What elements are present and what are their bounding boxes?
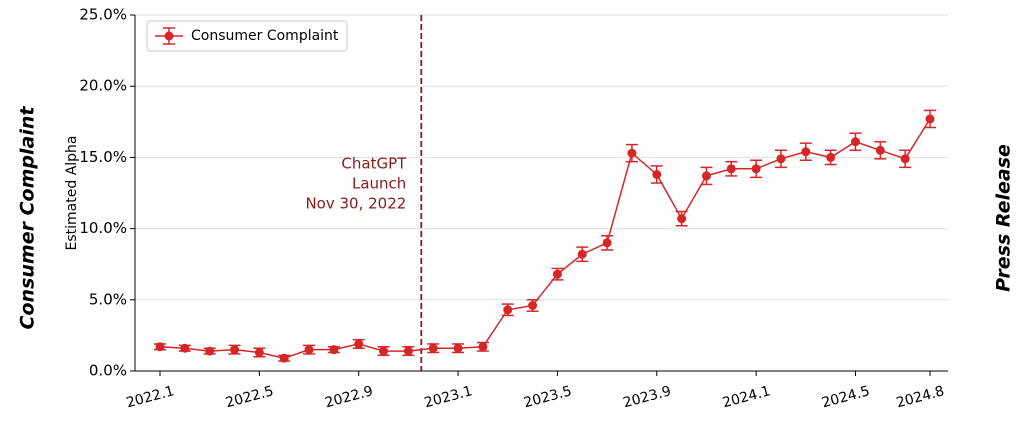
x-tick-label: 2024.1 — [721, 383, 772, 411]
point — [826, 152, 836, 162]
point — [180, 343, 190, 353]
point — [304, 345, 314, 355]
y-axis-label: Estimated Alpha — [64, 136, 80, 251]
point — [801, 147, 811, 157]
point — [329, 345, 339, 355]
point — [478, 342, 488, 352]
point — [528, 300, 538, 310]
point — [379, 346, 389, 356]
point — [155, 342, 165, 352]
point — [205, 346, 215, 356]
x-tick-label: 2022.5 — [224, 383, 275, 411]
x-tick-label: 2024.5 — [820, 383, 871, 411]
x-tick-label: 2023.5 — [522, 383, 573, 411]
point — [354, 339, 364, 349]
point — [925, 114, 935, 124]
point — [428, 343, 438, 353]
point — [602, 238, 612, 248]
point — [751, 164, 761, 174]
y-tick-label: 0.0% — [89, 362, 127, 380]
y-tick-label: 15.0% — [79, 148, 127, 166]
point — [652, 169, 662, 179]
legend-marker — [164, 31, 174, 41]
point — [900, 154, 910, 164]
annotation: Launch — [352, 175, 406, 193]
annotation: Nov 30, 2022 — [305, 195, 406, 213]
x-tick-label: 2023.9 — [621, 383, 672, 411]
point — [279, 353, 289, 363]
point — [776, 154, 786, 164]
point — [850, 137, 860, 147]
point — [230, 345, 240, 355]
legend-box — [146, 20, 348, 52]
x-tick-label: 2024.8 — [895, 383, 946, 411]
point — [677, 214, 687, 224]
point — [254, 347, 264, 357]
legend-label: Consumer Complaint — [191, 28, 339, 44]
side-label: Consumer Complaint — [17, 106, 39, 330]
line — [159, 118, 931, 359]
point — [577, 249, 587, 259]
point — [627, 148, 637, 158]
point — [701, 171, 711, 181]
point — [726, 164, 736, 174]
x-tick-label: 2022.9 — [323, 383, 374, 411]
y-tick-label: 10.0% — [79, 219, 127, 237]
point — [552, 269, 562, 279]
x-tick-label: 2022.1 — [125, 383, 176, 411]
y-tick-label: 20.0% — [79, 77, 127, 95]
x-tick-label: 2023.1 — [423, 383, 474, 411]
side-label: Press Release — [993, 144, 1015, 292]
point — [453, 343, 463, 353]
y-tick-label: 25.0% — [79, 6, 127, 24]
point — [403, 346, 413, 356]
point — [875, 145, 885, 155]
annotation: ChatGPT — [341, 155, 407, 173]
point — [503, 305, 513, 315]
y-tick-label: 5.0% — [89, 290, 127, 308]
